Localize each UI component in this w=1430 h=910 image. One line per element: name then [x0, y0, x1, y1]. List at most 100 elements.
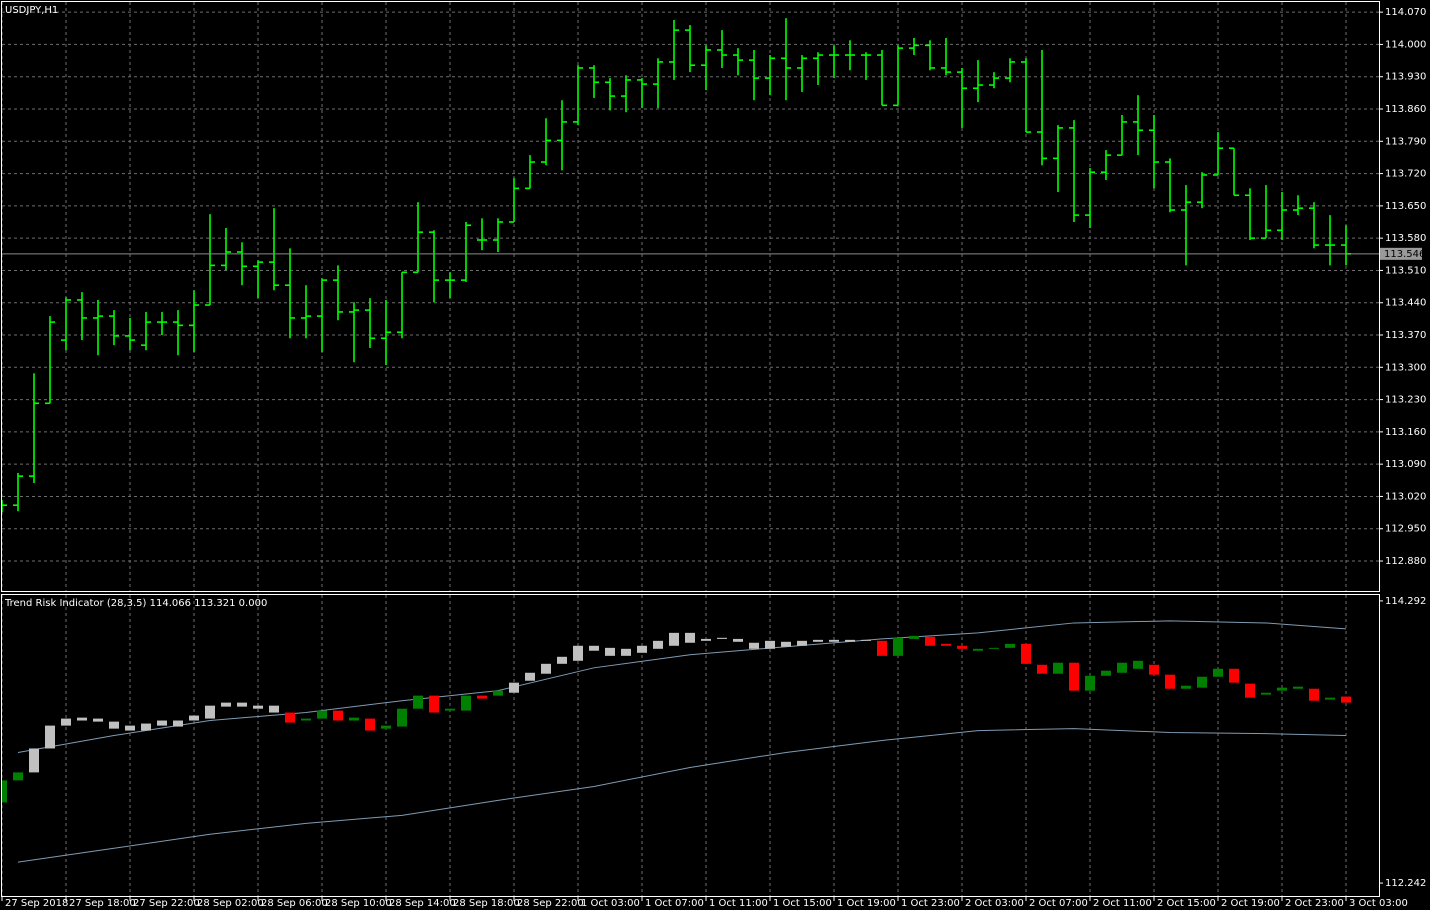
current-price-label: 113.546: [1384, 249, 1425, 260]
candle-body: [829, 639, 839, 642]
candle-body: [141, 723, 151, 731]
candle-body: [541, 663, 551, 674]
y-tick-label: 112.950: [1385, 524, 1426, 535]
candle-body: [1037, 664, 1047, 674]
candle-body: [221, 702, 231, 707]
y-tick-label: 113.860: [1385, 104, 1426, 115]
candle-body: [333, 710, 343, 721]
x-tick-label: 27 Sep 22:00: [133, 898, 200, 909]
main-frame: [1, 1, 1380, 592]
x-tick-label: 27 Sep 2018: [5, 898, 68, 909]
y-tick-label: 112.242: [1385, 878, 1426, 889]
y-tick-label: 113.300: [1385, 362, 1426, 373]
y-tick-label: 113.090: [1385, 459, 1426, 470]
candle-body: [1325, 697, 1335, 700]
candle-body: [1341, 696, 1351, 703]
x-tick-label: 1 Oct 03:00: [581, 898, 640, 909]
candle-body: [189, 715, 199, 721]
candle-body: [717, 637, 727, 639]
candle-body: [1149, 664, 1159, 675]
candle-body: [13, 772, 23, 781]
x-tick-label: 1 Oct 23:00: [901, 898, 960, 909]
current-price-box: [1380, 247, 1422, 260]
candle-body: [445, 708, 455, 711]
candle-body: [669, 632, 679, 646]
chart-title: USDJPY,H1: [5, 5, 58, 16]
candle-body: [205, 705, 215, 719]
x-tick-label: 28 Sep 22:00: [517, 898, 584, 909]
candle-body: [1197, 676, 1207, 688]
y-tick-label: 113.020: [1385, 491, 1426, 502]
y-tick-label: 113.790: [1385, 136, 1426, 147]
candle-body: [45, 725, 55, 749]
candle-body: [61, 718, 71, 726]
x-tick-label: 1 Oct 11:00: [709, 898, 768, 909]
candle-body: [173, 720, 183, 727]
candle-body: [237, 702, 247, 707]
y-tick-label: 113.440: [1385, 298, 1426, 309]
candle-body: [1133, 660, 1143, 669]
candle-body: [1117, 662, 1127, 673]
x-tick-label: 2 Oct 19:00: [1221, 898, 1280, 909]
candle-body: [909, 635, 919, 639]
candle-body: [605, 647, 615, 656]
candle-body: [1229, 668, 1239, 683]
x-tick-label: 1 Oct 19:00: [837, 898, 896, 909]
candle-body: [589, 645, 599, 651]
candle-body: [797, 640, 807, 646]
candle-body: [93, 718, 103, 722]
candle-body: [381, 725, 391, 729]
candle-body: [1069, 662, 1079, 691]
candle-body: [429, 695, 439, 713]
x-tick-label: 28 Sep 18:00: [453, 898, 520, 909]
x-tick-label: 2 Oct 15:00: [1157, 898, 1216, 909]
candle-body: [1021, 643, 1031, 664]
band-line: [17, 620, 1347, 753]
candle-body: [1005, 643, 1015, 648]
x-tick-label: 28 Sep 14:00: [389, 898, 456, 909]
x-tick-label: 1 Oct 15:00: [773, 898, 832, 909]
y-tick-label: 113.230: [1385, 395, 1426, 406]
candle-body: [349, 717, 359, 721]
candle-body: [525, 672, 535, 681]
y-tick-label: 114.070: [1385, 7, 1426, 18]
y-tick-label: 113.160: [1385, 427, 1426, 438]
candle-body: [29, 748, 39, 773]
candle-body: [765, 640, 775, 649]
candle-body: [877, 640, 887, 656]
indicator-title: Trend Risk Indicator (28,3.5) 114.066 11…: [4, 598, 267, 609]
candle-body: [1053, 662, 1063, 674]
candle-body: [1277, 687, 1287, 691]
y-tick-label: 114.000: [1385, 39, 1426, 50]
candle-body: [317, 710, 327, 719]
candle-body: [493, 690, 503, 696]
candle-body: [557, 656, 567, 664]
candle-body: [253, 705, 263, 709]
candle-body: [749, 642, 759, 649]
candle-body: [637, 645, 647, 653]
x-tick-label: 1 Oct 07:00: [645, 898, 704, 909]
x-tick-label: 28 Sep 02:00: [197, 898, 264, 909]
candle-body: [301, 718, 311, 721]
candle-body: [1085, 675, 1095, 691]
candle-body: [1261, 692, 1271, 695]
candle-body: [477, 695, 487, 699]
candle-body: [621, 648, 631, 656]
candle-body: [733, 638, 743, 642]
y-tick-label: 113.510: [1385, 265, 1426, 276]
x-tick-label: 2 Oct 03:00: [965, 898, 1024, 909]
y-tick-label: 113.370: [1385, 330, 1426, 341]
candle-body: [1213, 668, 1223, 677]
candle-body: [685, 632, 695, 643]
x-tick-label: 28 Sep 06:00: [261, 898, 328, 909]
x-tick-label: 27 Sep 18:00: [69, 898, 136, 909]
candle-body: [1293, 686, 1303, 689]
candle-body: [461, 695, 471, 711]
candle-body: [957, 645, 967, 649]
candle-body: [1245, 683, 1255, 698]
candle-body: [989, 647, 999, 649]
candle-body: [701, 638, 711, 641]
